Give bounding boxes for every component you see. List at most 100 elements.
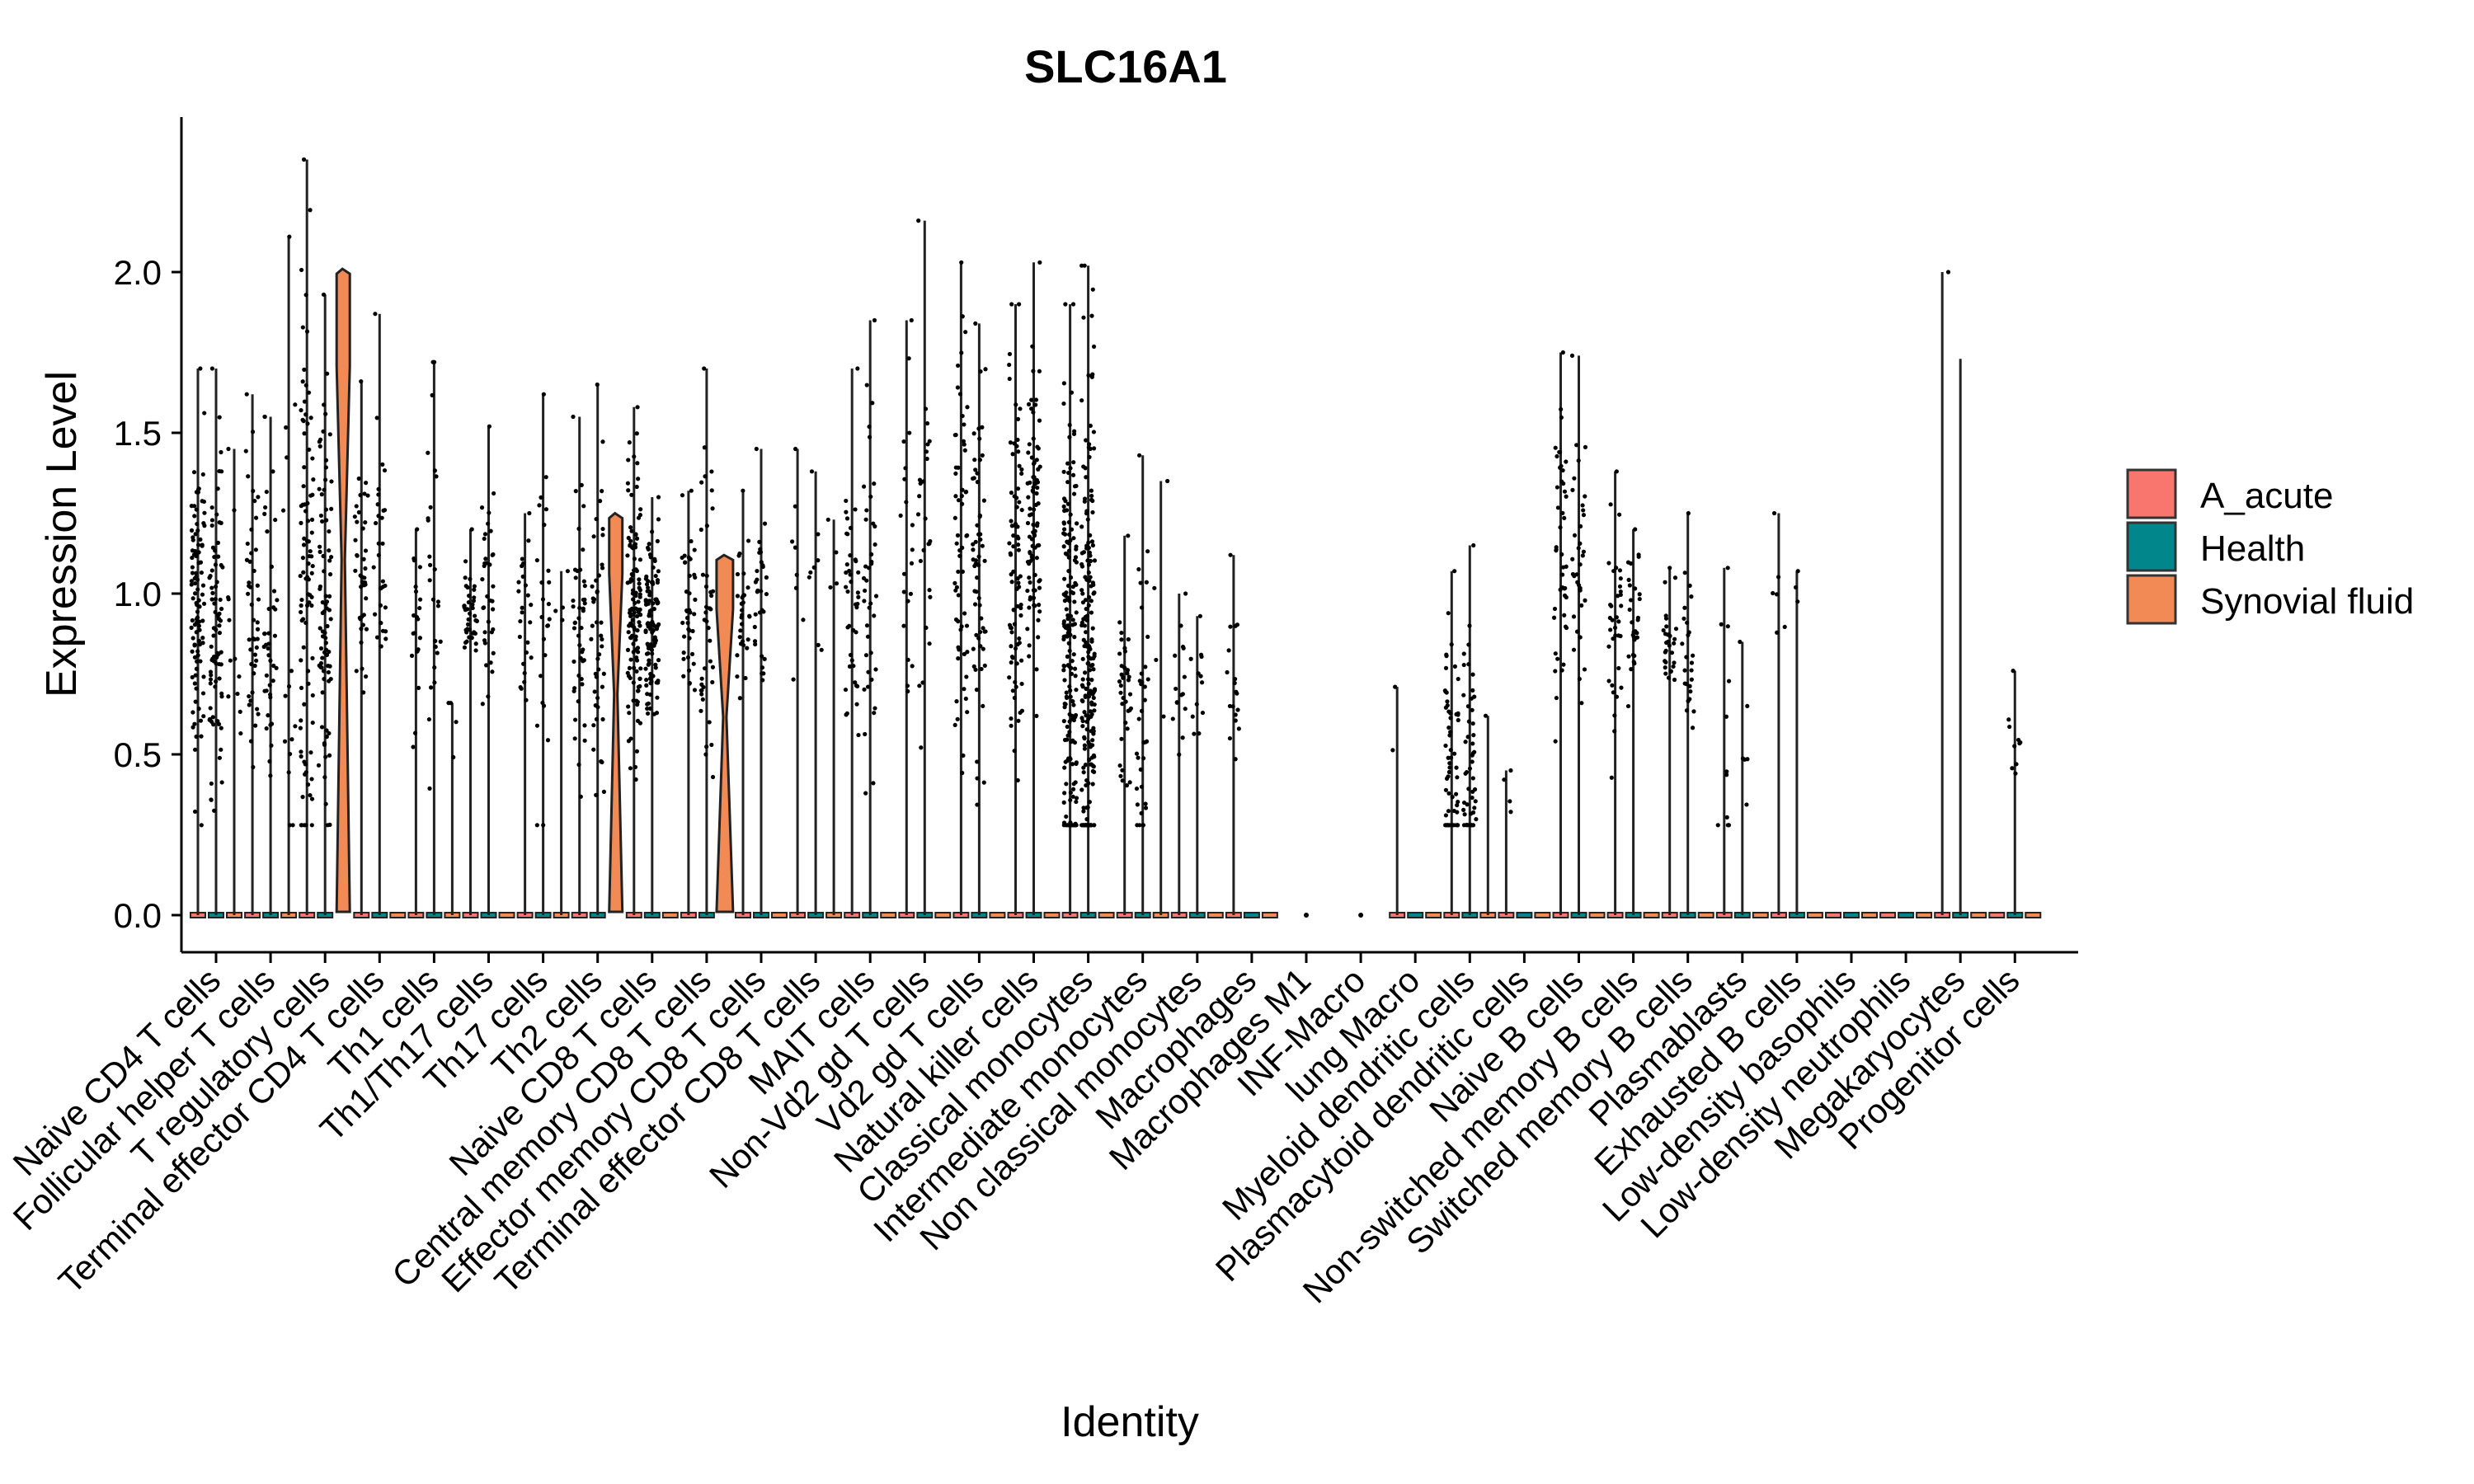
data-point [1570,571,1576,577]
data-point [1007,376,1012,382]
data-point [1145,634,1150,640]
violin-synovial-fluid-plasmablasts [1752,912,1769,918]
data-point [435,603,441,608]
data-point [1091,753,1096,758]
violin-health-plasmablasts [1733,639,1751,918]
data-point [270,469,275,474]
data-point [326,669,331,675]
data-point [243,448,248,453]
data-point [600,566,605,571]
data-point [324,735,329,740]
data-point [1084,817,1089,822]
data-point [633,600,637,606]
data-point [687,636,692,641]
data-point [1072,599,1077,604]
data-point [266,641,271,646]
data-point [1072,666,1078,671]
data-point [244,557,250,562]
data-point [709,593,714,599]
data-point [698,688,703,693]
data-point [1724,773,1729,777]
data-point [1031,522,1036,528]
data-point [1559,552,1564,557]
data-point [1136,716,1141,721]
data-point [383,629,388,634]
legend-label-synovial-fluid: Synovial fluid [2200,581,2414,622]
data-point [898,513,903,519]
data-point [1079,787,1084,792]
data-point [1072,635,1077,640]
data-point [1064,690,1069,695]
data-point [1233,757,1238,762]
data-point [302,702,307,707]
data-point [359,640,364,645]
data-point [1072,429,1077,434]
data-point [571,604,576,609]
data-point [637,623,642,628]
data-point [322,402,327,407]
data-point [1074,796,1079,801]
data-point [1445,699,1450,704]
data-point [647,611,652,617]
data-point [1469,811,1474,816]
data-point [680,555,684,561]
data-point [318,646,324,651]
data-point [1553,651,1558,656]
data-point [1663,665,1667,670]
violin-body [715,553,735,913]
data-point [1091,726,1096,730]
data-point [1086,545,1091,551]
data-point [1118,683,1123,688]
data-point [633,590,638,595]
data-point [1119,630,1124,636]
violin-a-acute-mait-cells [843,366,861,918]
data-point [855,601,860,607]
data-point [488,660,493,665]
data-point [1228,552,1233,557]
data-point [560,618,565,622]
data-point [704,573,709,579]
data-point [872,711,877,716]
data-point [924,449,929,454]
data-point [625,481,631,486]
data-point [1061,504,1066,510]
data-point [632,556,637,561]
data-point [582,723,587,728]
data-point [269,564,275,570]
violin-a-acute-non-vd2-gd-t-cells [898,317,915,918]
data-point [1026,402,1032,406]
data-point [655,578,661,583]
data-point [245,541,250,547]
data-point [628,766,633,771]
data-point [981,780,986,785]
data-point [1067,719,1072,724]
violin-synovial-fluid-classical-monocytes [1098,912,1115,918]
data-point [1576,546,1581,551]
data-point [952,722,957,728]
data-point [1079,683,1085,688]
data-point [216,721,222,726]
data-point [1664,624,1669,629]
data-point [707,606,713,611]
data-point [635,688,641,693]
data-point [201,499,207,505]
data-point [572,620,577,626]
data-point [873,594,879,599]
data-point [266,653,271,658]
data-point [1443,743,1448,749]
data-point [412,556,416,561]
violin-synovial-fluid-th1-cells [444,701,461,918]
data-point [594,578,599,583]
data-point [582,738,587,743]
data-point [1089,610,1094,615]
data-point [1616,665,1621,671]
data-point [861,484,867,489]
data-point [1689,660,1695,665]
data-point [1030,543,1035,548]
data-point [975,575,980,580]
data-point [851,627,856,633]
data-point [361,613,366,618]
data-point [1009,524,1014,528]
data-point [218,597,223,603]
data-point [323,801,328,806]
